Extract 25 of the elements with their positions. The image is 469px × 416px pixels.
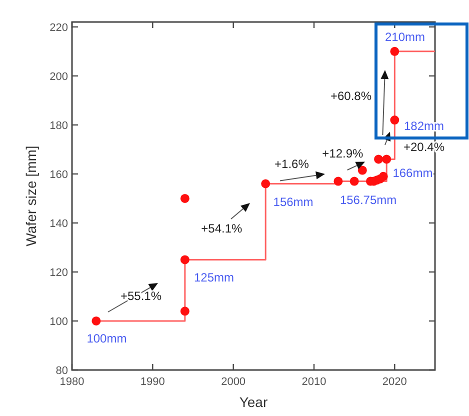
x-tick-label: 2000 bbox=[221, 376, 246, 388]
y-tick-label: 140 bbox=[50, 218, 68, 230]
annotation: 156.75mm bbox=[340, 193, 397, 208]
annotation: 156mm bbox=[273, 194, 314, 209]
annotation: +1.6% bbox=[274, 157, 310, 172]
annotation: +54.1% bbox=[201, 222, 243, 236]
y-tick-label: 100 bbox=[50, 316, 68, 328]
annotation: 125mm bbox=[194, 270, 234, 284]
annotation: +60.8% bbox=[330, 89, 372, 104]
x-axis-title: Year bbox=[239, 394, 268, 410]
annotation: +12.9% bbox=[322, 146, 364, 160]
y-tick-label: 180 bbox=[50, 120, 68, 132]
annotation: 100mm bbox=[86, 332, 127, 346]
x-tick-label: 2020 bbox=[382, 376, 407, 388]
y-tick-label: 200 bbox=[50, 70, 68, 83]
x-tick-label: 2010 bbox=[302, 376, 326, 388]
annotation: 210mm bbox=[384, 30, 426, 44]
x-tick-label: 1990 bbox=[140, 376, 165, 388]
x-tick-label: 1980 bbox=[60, 376, 84, 388]
y-tick-label: 220 bbox=[50, 22, 68, 34]
y-tick-label: 120 bbox=[50, 266, 68, 279]
y-axis-title: Wafer size [mm] bbox=[23, 146, 39, 246]
y-tick-label: 160 bbox=[50, 168, 68, 181]
y-tick-label: 80 bbox=[56, 364, 68, 377]
annotation: 166mm bbox=[392, 166, 433, 180]
